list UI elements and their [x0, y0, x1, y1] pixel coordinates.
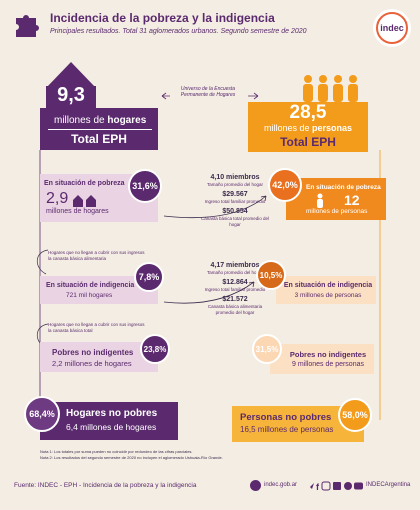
house-roof-icon [46, 62, 96, 88]
hogares-total-value: 9,3 [57, 84, 85, 106]
social-icons: f [306, 479, 364, 492]
puzzle-icon [12, 10, 42, 40]
personas-total-panel [248, 102, 368, 152]
hogares-label-bold: hogares [107, 115, 147, 126]
pni-hogares-label: Pobres no indigentes [52, 348, 134, 357]
pni-personas-pct: 31,5% [252, 334, 282, 364]
facebook-icon: f [316, 482, 320, 492]
pobreza-personas-pct: 42,0% [268, 168, 302, 202]
personas-total-eph: Total EPH [280, 135, 336, 149]
hogares-divider [48, 129, 152, 130]
indigencia-hogares-pct: 7,8% [134, 262, 164, 292]
page-title: Incidencia de la pobreza y la indigencia [50, 11, 275, 25]
indec-small-icon [250, 480, 261, 491]
pni-personas-box [270, 344, 374, 374]
personas-label-prefix: millones de [263, 123, 312, 133]
note-indigencia-arrow [36, 249, 49, 275]
indigencia-members: 4,17 miembros [210, 262, 260, 269]
pni-personas-label: Pobres no indigentes [289, 350, 367, 359]
pni-hogares-box [40, 342, 158, 372]
hogares-total-box [46, 86, 96, 112]
indigencia-members-desc: Tamaño promedio del hogar [206, 270, 264, 275]
pobreza-income: $29.567 [222, 191, 248, 198]
linkedin-icon [333, 482, 341, 490]
note-pobres: Hogares que no llegan a cubrir con sus i… [48, 322, 145, 333]
indigencia-hogares-unit: 721 mil hogares [66, 292, 113, 299]
personas-total-value: 28,5 [289, 102, 327, 123]
personas-total-label: millones de personas [248, 123, 368, 133]
pni-hogares-pct: 23,8% [140, 334, 170, 364]
pni-personas-unit: 9 millones de personas [292, 361, 364, 368]
footer-source: Fuente: INDEC - EPH - Incidencia de la p… [14, 482, 197, 489]
pobreza-personas-label: En situación de pobreza [306, 184, 381, 191]
pobreza-hogares-label: En situación de pobreza [44, 180, 125, 187]
hogares-total-eph: Total EPH [71, 132, 127, 146]
footer-web-link[interactable]: indec.gob.ar [264, 482, 298, 488]
pni-hogares-unit: 2,2 millones de hogares [52, 359, 132, 368]
indigencia-personas-pct: 10,5% [256, 260, 286, 290]
person-icon [316, 193, 324, 208]
logo-text: indec [380, 23, 404, 33]
pobreza-members-desc: Tamaño promedio del hogar [206, 182, 264, 187]
spotify-icon [344, 482, 352, 490]
no-pobres-hogares-unit: 6,4 millones de hogares [66, 422, 157, 432]
indigencia-income-desc: Ingreso total familiar promedio [204, 287, 266, 292]
indigencia-personas-label: En situación de indigencia [283, 282, 373, 289]
indec-logo: indec [373, 9, 411, 47]
indigencia-personas-box [276, 276, 376, 304]
note-2: Nota 2: Los resultados del segundo semes… [40, 455, 223, 460]
pobreza-canasta: $50.854 [222, 208, 248, 215]
people-group-icon [300, 74, 360, 102]
pobreza-hogares-value: 2,9 [46, 190, 69, 207]
indigencia-arrow [163, 281, 255, 304]
header [0, 0, 420, 52]
hogares-total-label: millones de hogares [54, 115, 154, 126]
pobreza-personas-value: 12 [344, 192, 360, 208]
page-subtitle: Principales resultados. Total 31 aglomer… [50, 28, 307, 35]
note-1: Nota 1: Los totales por suma pueden no c… [40, 449, 193, 454]
hogares-label-prefix: millones de [54, 115, 108, 126]
personas-label-bold: personas [312, 123, 353, 133]
pobreza-hogares-pct: 31,6% [128, 169, 162, 203]
houses-icon [73, 194, 97, 207]
youtube-icon [354, 482, 363, 490]
note-indigencia: Hogares que no llegan a cubrir con sus i… [48, 250, 145, 261]
no-pobres-personas-pct: 58,0% [338, 398, 372, 432]
no-pobres-hogares-box [40, 402, 178, 440]
indigencia-canasta-desc: Canasta básica alimentaria promedio del … [207, 304, 263, 315]
footer-handle: INDECArgentina [366, 482, 411, 488]
twitter-icon [307, 483, 314, 489]
indigencia-personas-unit: 3 millones de personas [294, 292, 362, 299]
no-pobres-personas-unit: 16,5 millones de personas [240, 425, 334, 434]
instagram-icon [321, 481, 331, 491]
no-pobres-personas-label: Personas no pobres [240, 412, 332, 423]
pobreza-members: 4,10 miembros [210, 174, 260, 181]
pobreza-canasta-desc: Canasta básica total promedio del hogar [200, 216, 270, 227]
pobreza-personas-unit: millones de personas [306, 208, 368, 215]
indigencia-hogares-label: En situación de indigencia [46, 282, 135, 289]
indigencia-canasta: $21.572 [222, 296, 248, 303]
no-pobres-hogares-pct: 68,4% [24, 396, 60, 432]
universe-arrows [161, 92, 259, 100]
indigencia-income: $12.864 [222, 279, 248, 286]
pobreza-hogares-unit: millones de hogares [46, 208, 109, 215]
no-pobres-hogares-label: Hogares no pobres [66, 408, 158, 419]
pobreza-arrow [163, 195, 267, 219]
universe-note: Universo de la Encuesta Permanente de Ho… [180, 86, 236, 98]
logo-ring [376, 12, 408, 44]
pobreza-personas-box [286, 178, 386, 220]
pobreza-income-desc: Ingreso total familiar promedio [204, 199, 266, 204]
